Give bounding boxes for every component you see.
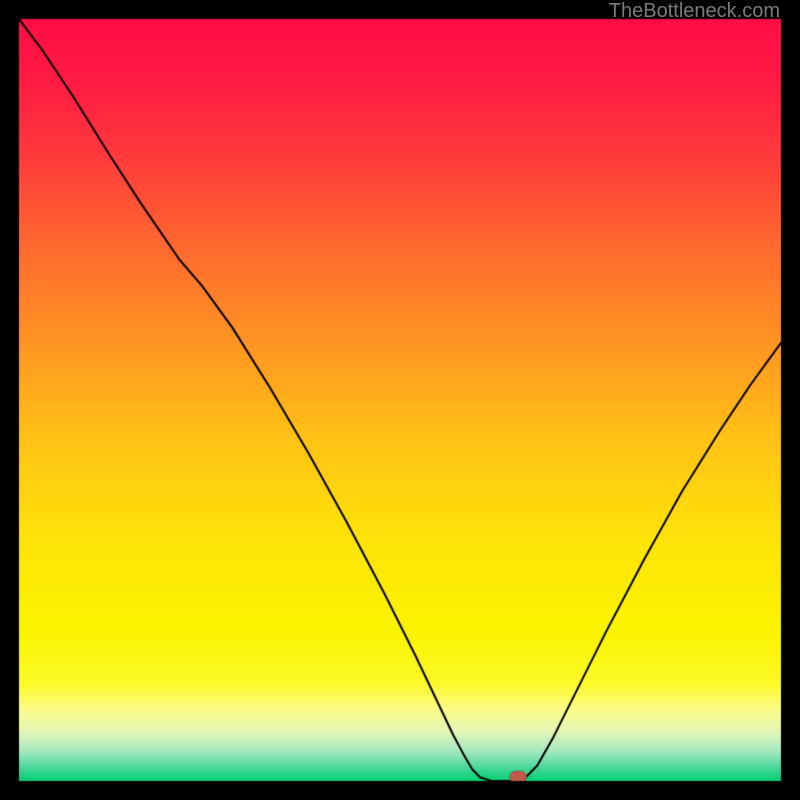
chart-stage: TheBottleneck.com <box>0 0 800 800</box>
bottleneck-chart-canvas <box>0 0 800 800</box>
